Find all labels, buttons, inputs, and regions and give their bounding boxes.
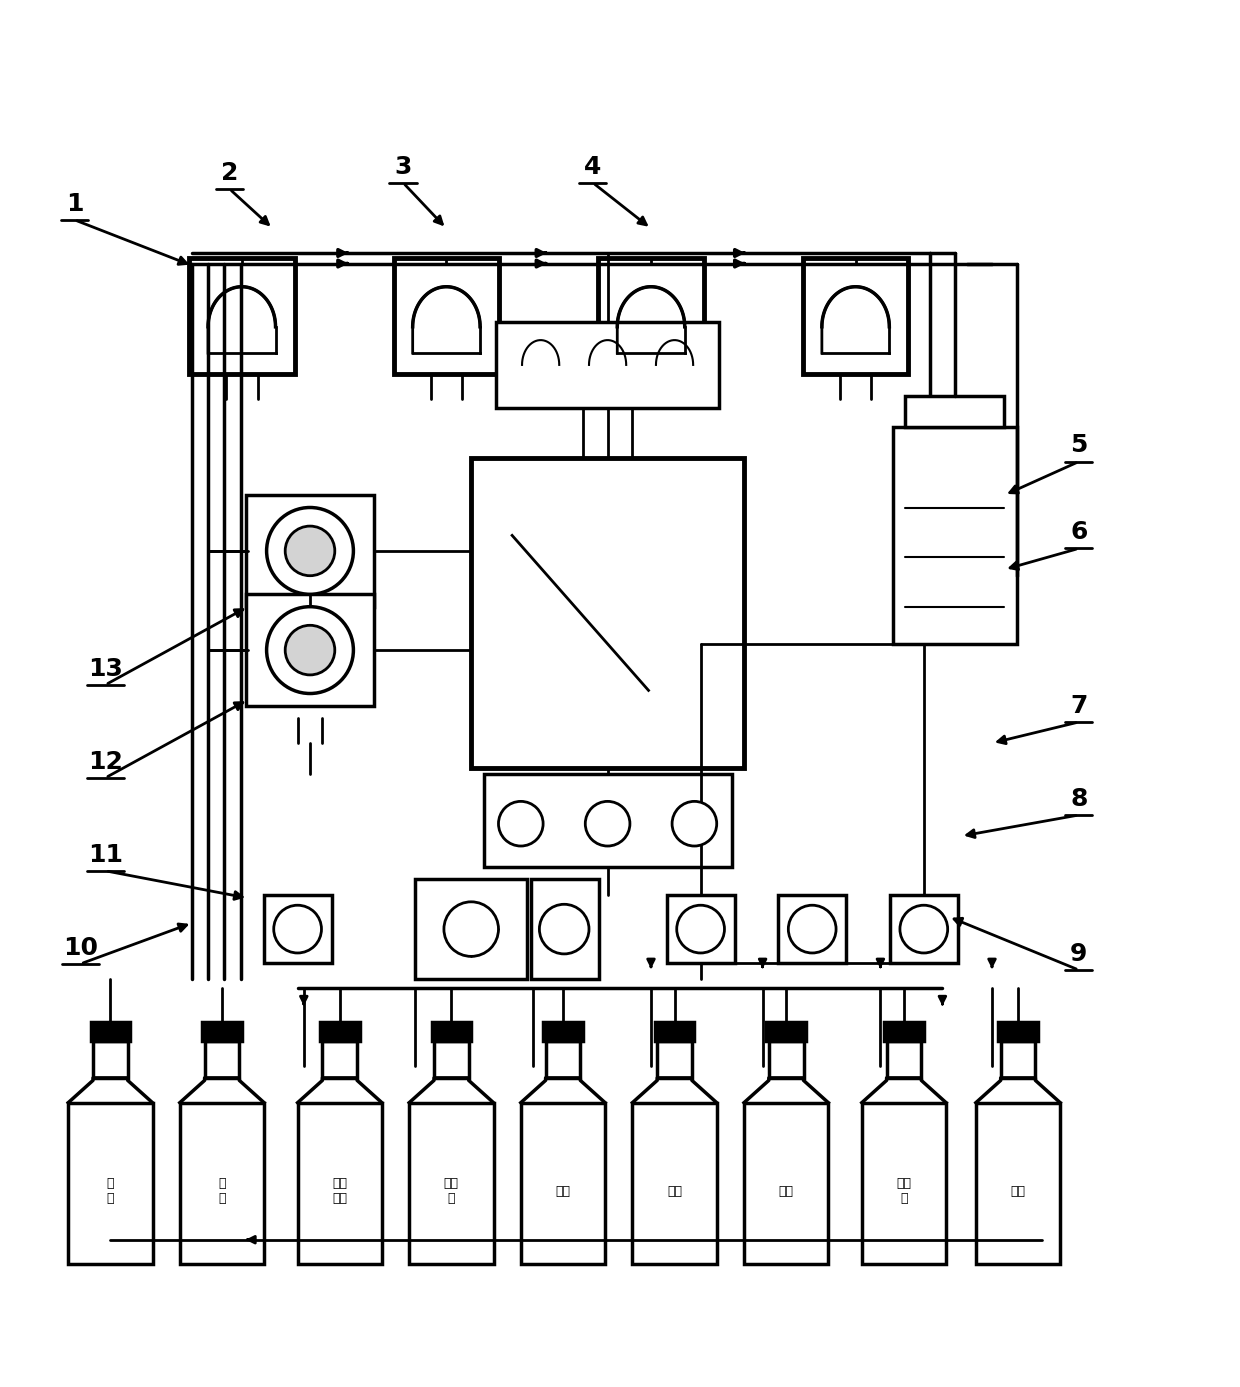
Bar bbox=[599, 258, 704, 374]
Bar bbox=[298, 1103, 382, 1264]
Bar bbox=[893, 427, 1017, 644]
Circle shape bbox=[274, 906, 321, 953]
Bar bbox=[434, 1040, 469, 1078]
Circle shape bbox=[677, 906, 724, 953]
Bar bbox=[744, 1103, 828, 1264]
Bar bbox=[543, 1022, 583, 1040]
Bar bbox=[766, 1022, 806, 1040]
Text: 3: 3 bbox=[394, 154, 412, 179]
Text: 标准
栏: 标准 栏 bbox=[897, 1178, 911, 1205]
Bar bbox=[180, 1103, 264, 1264]
Bar bbox=[432, 1022, 471, 1040]
Bar bbox=[546, 1040, 580, 1078]
Text: 13: 13 bbox=[88, 656, 123, 681]
Circle shape bbox=[672, 802, 717, 846]
Bar bbox=[91, 1022, 130, 1040]
Bar bbox=[322, 1040, 357, 1078]
Text: 高锰
酸钾: 高锰 酸钾 bbox=[332, 1178, 347, 1205]
Text: 8: 8 bbox=[1070, 786, 1087, 811]
Bar bbox=[976, 1103, 1060, 1264]
Text: 备
用: 备 用 bbox=[107, 1178, 114, 1205]
Text: 10: 10 bbox=[63, 936, 98, 960]
Bar bbox=[202, 1022, 242, 1040]
Circle shape bbox=[285, 626, 335, 675]
Bar bbox=[188, 258, 295, 374]
Bar bbox=[415, 879, 527, 979]
Bar bbox=[769, 1040, 804, 1078]
Text: 12: 12 bbox=[88, 750, 123, 774]
Bar bbox=[246, 495, 374, 606]
Bar bbox=[657, 1040, 692, 1078]
Text: 备
用: 备 用 bbox=[218, 1178, 226, 1205]
Bar bbox=[887, 1040, 921, 1078]
Bar bbox=[320, 1022, 360, 1040]
Text: 7: 7 bbox=[1070, 694, 1087, 718]
Circle shape bbox=[498, 802, 543, 846]
Bar bbox=[246, 594, 374, 706]
Text: 硫酸: 硫酸 bbox=[556, 1184, 570, 1198]
Bar bbox=[409, 1103, 494, 1264]
Bar bbox=[779, 895, 847, 963]
Text: 11: 11 bbox=[88, 843, 123, 867]
Bar bbox=[804, 258, 908, 374]
Text: 纯水: 纯水 bbox=[779, 1184, 794, 1198]
Bar bbox=[68, 1103, 153, 1264]
Text: 高标: 高标 bbox=[667, 1184, 682, 1198]
Text: 1: 1 bbox=[66, 191, 83, 216]
Circle shape bbox=[285, 526, 335, 576]
Bar bbox=[998, 1022, 1038, 1040]
Bar bbox=[862, 1103, 946, 1264]
Bar bbox=[471, 458, 744, 768]
Circle shape bbox=[444, 902, 498, 957]
Bar bbox=[531, 879, 599, 979]
Bar bbox=[205, 1040, 239, 1078]
Circle shape bbox=[585, 802, 630, 846]
Bar bbox=[521, 1103, 605, 1264]
Bar bbox=[632, 1103, 717, 1264]
Text: 4: 4 bbox=[584, 154, 601, 179]
Text: 6: 6 bbox=[1070, 520, 1087, 544]
Circle shape bbox=[789, 906, 836, 953]
Text: 9: 9 bbox=[1070, 942, 1087, 965]
Bar bbox=[484, 774, 732, 867]
Text: 低标: 低标 bbox=[1011, 1184, 1025, 1198]
Bar bbox=[884, 1022, 924, 1040]
Circle shape bbox=[900, 906, 947, 953]
Bar bbox=[905, 395, 1004, 427]
Circle shape bbox=[267, 606, 353, 694]
Bar bbox=[667, 895, 734, 963]
Text: 5: 5 bbox=[1070, 434, 1087, 458]
Circle shape bbox=[539, 904, 589, 954]
Bar bbox=[890, 895, 959, 963]
Bar bbox=[263, 895, 332, 963]
Bar bbox=[496, 322, 719, 408]
Bar bbox=[394, 258, 498, 374]
Circle shape bbox=[267, 508, 353, 594]
Text: 草酸
钠: 草酸 钠 bbox=[444, 1178, 459, 1205]
Bar bbox=[93, 1040, 128, 1078]
Text: 2: 2 bbox=[221, 161, 238, 184]
Bar bbox=[655, 1022, 694, 1040]
Bar bbox=[1001, 1040, 1035, 1078]
